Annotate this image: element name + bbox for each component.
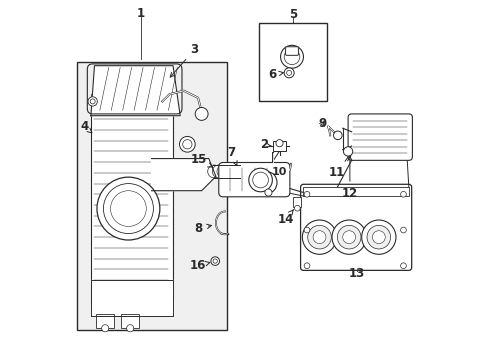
Circle shape xyxy=(400,263,406,269)
Bar xyxy=(303,187,408,196)
Bar xyxy=(213,165,240,178)
Circle shape xyxy=(230,165,244,178)
Bar xyxy=(258,23,326,102)
Circle shape xyxy=(226,165,239,178)
Circle shape xyxy=(210,257,219,265)
Circle shape xyxy=(195,108,207,120)
Circle shape xyxy=(264,189,271,196)
Circle shape xyxy=(400,227,406,233)
Bar xyxy=(272,141,285,151)
Circle shape xyxy=(304,227,309,233)
FancyBboxPatch shape xyxy=(285,47,298,55)
Text: 8: 8 xyxy=(194,222,211,235)
Text: 7: 7 xyxy=(226,146,237,166)
Bar xyxy=(77,62,226,330)
Circle shape xyxy=(90,99,95,104)
Text: 14: 14 xyxy=(277,210,293,226)
Circle shape xyxy=(286,70,291,75)
Polygon shape xyxy=(91,94,173,301)
Circle shape xyxy=(304,263,309,269)
Circle shape xyxy=(183,140,192,149)
FancyBboxPatch shape xyxy=(300,184,411,270)
Bar xyxy=(121,314,139,328)
Text: 16: 16 xyxy=(189,259,209,272)
Text: 5: 5 xyxy=(288,8,296,21)
Circle shape xyxy=(342,231,355,244)
Circle shape xyxy=(307,225,331,249)
Circle shape xyxy=(302,220,336,254)
Text: 9: 9 xyxy=(318,117,326,130)
Text: 15: 15 xyxy=(190,153,212,167)
Circle shape xyxy=(212,165,225,178)
Circle shape xyxy=(280,45,303,68)
Text: 13: 13 xyxy=(348,267,365,280)
Circle shape xyxy=(179,136,195,152)
Circle shape xyxy=(221,165,234,178)
Circle shape xyxy=(248,168,272,192)
Circle shape xyxy=(337,225,360,249)
Text: 3: 3 xyxy=(170,43,198,77)
Circle shape xyxy=(284,49,299,64)
Circle shape xyxy=(361,220,395,254)
Text: 4: 4 xyxy=(80,120,92,133)
Polygon shape xyxy=(91,280,173,316)
Circle shape xyxy=(331,220,366,254)
Bar xyxy=(96,314,114,328)
Circle shape xyxy=(207,165,220,178)
Circle shape xyxy=(372,231,385,244)
Text: 10: 10 xyxy=(271,167,286,177)
Circle shape xyxy=(88,97,97,106)
Text: 11: 11 xyxy=(328,153,350,179)
Circle shape xyxy=(343,147,352,156)
Polygon shape xyxy=(151,158,216,191)
Circle shape xyxy=(366,225,390,249)
Circle shape xyxy=(126,325,134,332)
FancyBboxPatch shape xyxy=(347,114,411,160)
Circle shape xyxy=(213,259,217,263)
FancyBboxPatch shape xyxy=(218,162,289,197)
Text: 2: 2 xyxy=(260,139,270,152)
Circle shape xyxy=(304,192,309,197)
Polygon shape xyxy=(91,66,180,116)
Circle shape xyxy=(275,140,283,147)
Circle shape xyxy=(103,184,153,234)
Circle shape xyxy=(217,165,229,178)
Text: 6: 6 xyxy=(268,68,283,81)
Circle shape xyxy=(102,325,108,332)
Circle shape xyxy=(400,192,406,197)
Bar xyxy=(293,197,301,207)
Circle shape xyxy=(110,191,146,226)
Circle shape xyxy=(97,177,160,240)
Circle shape xyxy=(294,205,300,211)
Circle shape xyxy=(333,131,342,140)
Circle shape xyxy=(284,68,294,78)
Text: 12: 12 xyxy=(341,156,357,200)
Text: 1: 1 xyxy=(137,8,144,21)
Circle shape xyxy=(312,231,325,244)
Circle shape xyxy=(252,172,268,188)
